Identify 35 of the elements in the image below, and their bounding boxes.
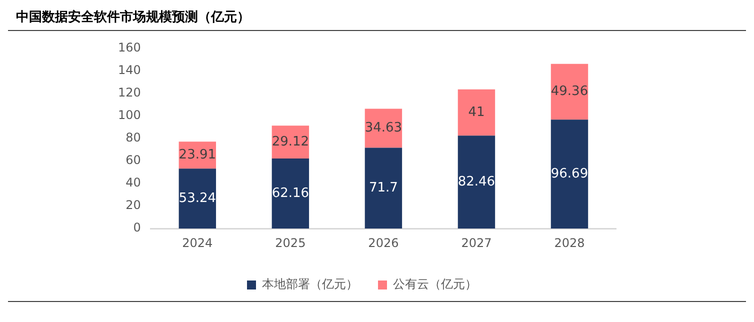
bar: [550, 64, 588, 120]
bar: [458, 89, 496, 136]
y-tick-label: 60: [126, 153, 141, 168]
data-label: 49.36: [550, 84, 588, 100]
data-label: 41: [468, 104, 485, 120]
y-tick-label: 140: [118, 62, 141, 77]
bar: [364, 108, 402, 148]
legend-label: 公有云（亿元）: [393, 277, 477, 292]
data-label: 29.12: [272, 134, 310, 150]
bar: [550, 120, 588, 229]
data-label: 96.69: [550, 166, 588, 182]
legend-label: 本地部署（亿元）: [262, 277, 358, 292]
y-tick-label: 40: [126, 176, 141, 190]
data-label: 34.63: [364, 120, 402, 136]
data-label: 82.46: [458, 174, 496, 190]
data-label: 53.24: [178, 190, 216, 206]
bar: [458, 136, 496, 229]
y-tick-label: 80: [126, 130, 141, 145]
data-label: 62.16: [272, 186, 310, 201]
x-tick-label: 2028: [554, 236, 585, 250]
y-tick-label: 20: [126, 198, 141, 212]
x-tick-label: 2024: [182, 236, 213, 250]
bar: [364, 148, 402, 229]
x-tick-label: 2026: [368, 236, 399, 250]
y-tick-label: 120: [118, 85, 141, 100]
bar: [178, 168, 216, 229]
x-tick-label: 2025: [275, 236, 306, 250]
data-label: 71.7: [368, 180, 398, 196]
y-tick-label: 100: [118, 108, 141, 122]
x-tick-label: 2027: [461, 236, 492, 250]
y-tick-label: 0: [133, 220, 141, 235]
data-label: 23.91: [178, 147, 216, 162]
bar: [272, 158, 310, 229]
chart-title: 中国数据安全软件市场规模预测（亿元）: [15, 8, 251, 27]
y-tick-label: 160: [118, 40, 141, 54]
